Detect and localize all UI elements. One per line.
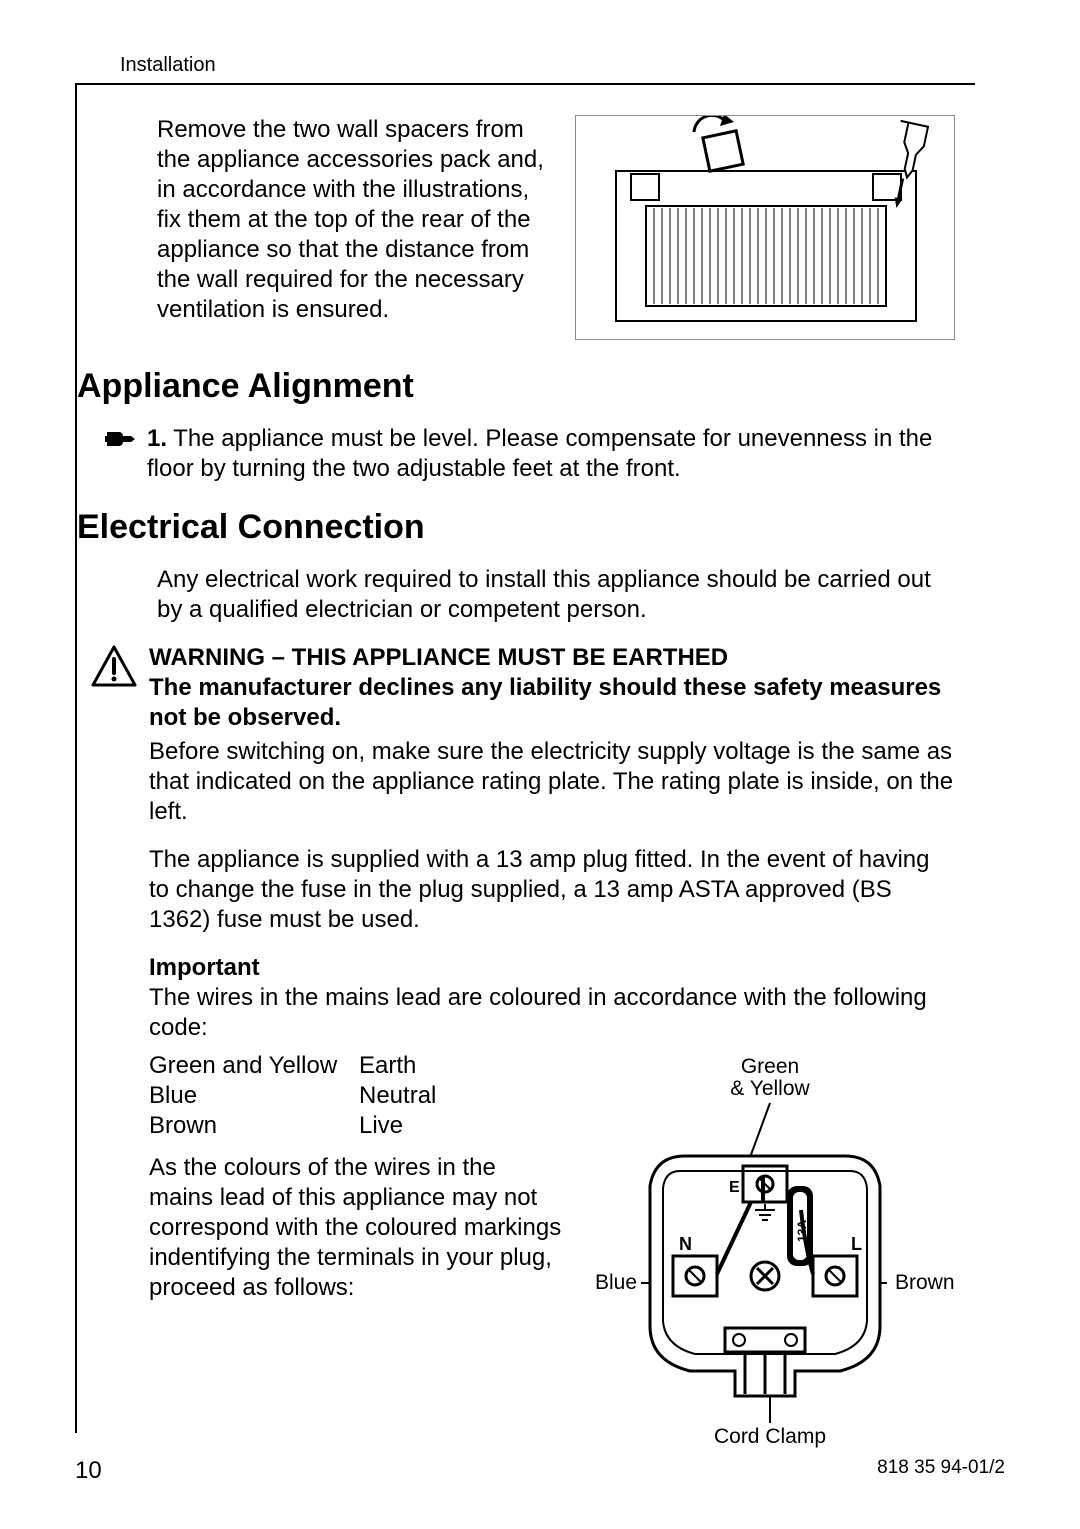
header-section-label: Installation	[120, 54, 1005, 77]
page: Installation Remove the two wall spacers…	[0, 0, 1080, 1529]
page-number: 10	[75, 1457, 102, 1485]
step-label: 1.	[147, 425, 167, 452]
step-row: 1. The appliance must be level. Please c…	[77, 424, 955, 484]
wire-role: Earth	[359, 1051, 416, 1081]
plug-diagram-icon: Green & Yellow Blue Brown Cord Clamp	[585, 1051, 955, 1451]
spacer-diagram-icon	[576, 116, 956, 341]
figure-spacer-installation	[575, 115, 955, 340]
hand-pointer-icon	[77, 424, 137, 458]
figure-plug-wiring: Green & Yellow Blue Brown Cord Clamp	[585, 1051, 955, 1451]
wire-role: Neutral	[359, 1081, 436, 1111]
voltage-paragraph: Before switching on, make sure the elect…	[149, 737, 955, 827]
wire-colour-table: Green and Yellow Earth Blue Neutral Brow…	[149, 1051, 565, 1141]
wire-colour: Green and Yellow	[149, 1051, 359, 1081]
svg-text:L: L	[851, 1234, 862, 1254]
heading-text: Appliance Alignment	[77, 367, 414, 405]
heading-electrical-connection: Electrical Connection	[77, 508, 955, 547]
table-row: Green and Yellow Earth	[149, 1051, 565, 1081]
wire-role: Live	[359, 1111, 403, 1141]
heading-text: Electrical Connection	[77, 508, 425, 546]
wires-followup-paragraph: As the colours of the wires in the mains…	[149, 1153, 565, 1303]
wires-intro: The wires in the mains lead are coloured…	[149, 984, 927, 1041]
plug-label-top-1: Green	[741, 1055, 799, 1078]
electrical-intro: Any electrical work required to install …	[157, 565, 955, 625]
wire-colour: Brown	[149, 1111, 359, 1141]
plug-label-right: Brown	[895, 1271, 955, 1294]
step-1-text: 1. The appliance must be level. Please c…	[147, 424, 955, 484]
fuse-paragraph: The appliance is supplied with a 13 amp …	[149, 845, 955, 935]
heading-appliance-alignment: Appliance Alignment	[77, 367, 955, 406]
content-frame: Remove the two wall spacers from the app…	[75, 83, 975, 1433]
intro-block: Remove the two wall spacers from the app…	[157, 115, 955, 343]
document-reference: 818 35 94-01/2	[877, 1457, 1005, 1485]
plug-label-top-2: & Yellow	[730, 1077, 810, 1100]
step-body: The appliance must be level. Please comp…	[147, 425, 932, 482]
warning-subtitle: The manufacturer declines any liability …	[149, 674, 941, 731]
intro-paragraph: Remove the two wall spacers from the app…	[157, 115, 555, 325]
warning-text: WARNING – THIS APPLIANCE MUST BE EARTHED…	[149, 643, 955, 1451]
plug-label-left: Blue	[595, 1271, 637, 1294]
wire-colour: Blue	[149, 1081, 359, 1111]
svg-text:E: E	[729, 1179, 740, 1196]
table-row: Blue Neutral	[149, 1081, 565, 1111]
svg-text:N: N	[679, 1234, 692, 1254]
warning-block: WARNING – THIS APPLIANCE MUST BE EARTHED…	[77, 643, 955, 1451]
table-row: Brown Live	[149, 1111, 565, 1141]
page-footer: 10 818 35 94-01/2	[75, 1457, 1005, 1485]
plug-label-bottom: Cord Clamp	[714, 1425, 826, 1448]
content-area: Remove the two wall spacers from the app…	[77, 115, 955, 1451]
wires-and-plug-block: Green and Yellow Earth Blue Neutral Brow…	[149, 1051, 955, 1451]
wires-left-column: Green and Yellow Earth Blue Neutral Brow…	[149, 1051, 565, 1303]
warning-title: WARNING – THIS APPLIANCE MUST BE EARTHED	[149, 644, 728, 671]
warning-triangle-icon	[77, 643, 137, 692]
important-label: Important	[149, 954, 260, 981]
